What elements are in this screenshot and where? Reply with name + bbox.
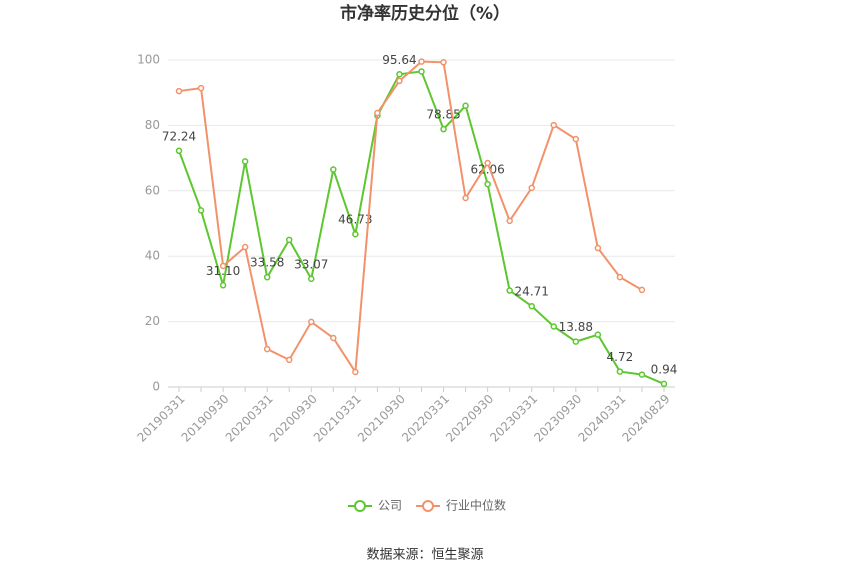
point <box>396 71 403 78</box>
legend-label: 公司 <box>378 499 402 513</box>
data-label: 72.24 <box>162 129 196 143</box>
data-label: 4.72 <box>607 350 634 364</box>
data-label: 0.94 <box>651 362 678 376</box>
point <box>462 102 469 110</box>
point <box>484 159 491 167</box>
point <box>308 275 315 283</box>
point <box>263 345 271 353</box>
data-label: 33.07 <box>294 257 328 271</box>
point <box>660 380 668 388</box>
data-label: 13.88 <box>559 320 593 334</box>
data-label: 95.64 <box>382 53 416 67</box>
point <box>594 331 602 338</box>
y-tick-label: 20 <box>145 314 160 328</box>
point <box>396 77 403 85</box>
point <box>572 338 580 345</box>
point <box>572 135 580 143</box>
point <box>175 87 183 95</box>
data-label: 31.10 <box>206 264 240 278</box>
point <box>330 334 337 342</box>
point <box>550 323 558 330</box>
point <box>219 282 227 289</box>
point <box>638 286 646 294</box>
point <box>418 58 425 65</box>
point <box>175 147 183 155</box>
point <box>616 273 624 281</box>
point <box>241 243 249 251</box>
point <box>528 302 535 310</box>
point <box>197 207 205 214</box>
point <box>308 318 315 326</box>
point <box>197 84 205 92</box>
point <box>263 273 271 281</box>
y-tick-label: 40 <box>145 249 160 263</box>
y-tick-label: 80 <box>145 118 160 132</box>
x-tick-label: 20240829 <box>620 392 673 445</box>
series-line <box>178 70 665 385</box>
source: 数据来源：恒生聚源 <box>366 548 483 563</box>
point <box>550 121 558 129</box>
point <box>374 109 381 117</box>
point <box>285 236 293 244</box>
point <box>462 194 469 202</box>
point <box>285 356 293 364</box>
y-tick-label: 60 <box>145 183 160 197</box>
y-tick-label: 100 <box>137 53 160 67</box>
point <box>484 180 491 188</box>
point <box>528 184 535 192</box>
legend-label: 行业中位数 <box>446 498 506 513</box>
point <box>616 368 624 375</box>
point <box>440 59 447 66</box>
point <box>352 368 359 376</box>
data-label: 33.58 <box>250 256 284 270</box>
legend-marker <box>422 500 434 512</box>
y-tick-label: 0 <box>152 380 160 394</box>
point <box>594 244 602 252</box>
data-label: 78.85 <box>426 108 460 122</box>
point <box>418 68 425 75</box>
point <box>638 371 646 378</box>
legend-marker <box>354 500 366 512</box>
point <box>506 217 513 225</box>
data-label: 62.06 <box>470 163 504 177</box>
point <box>241 158 249 165</box>
point <box>330 166 337 173</box>
chart-title: 市净率历史分位（%） <box>340 3 510 24</box>
data-label: 24.71 <box>515 285 549 299</box>
point <box>219 262 227 270</box>
series-line <box>178 60 643 375</box>
point <box>440 125 447 133</box>
point <box>352 230 359 238</box>
data-label: 46.73 <box>338 213 372 227</box>
point <box>506 287 513 294</box>
